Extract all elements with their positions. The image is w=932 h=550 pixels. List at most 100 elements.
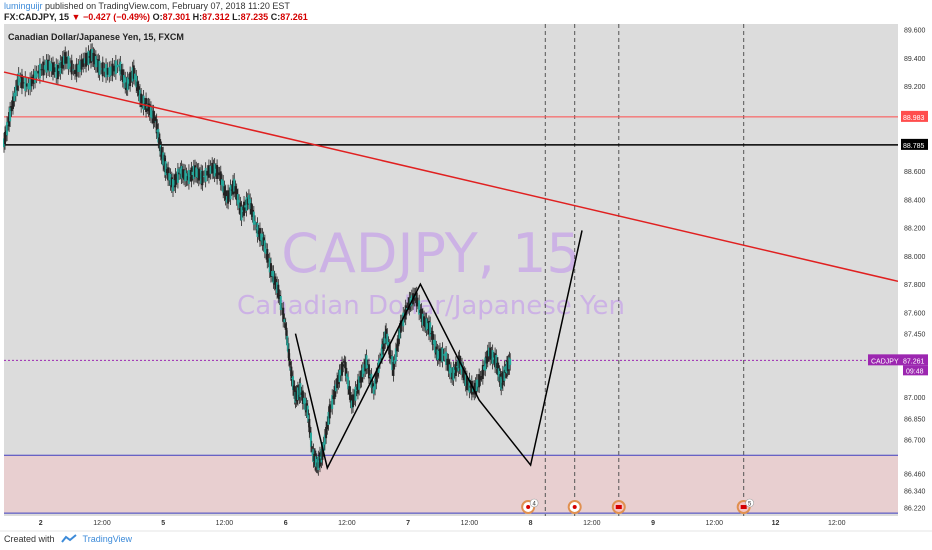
y-tick-label: 88.200 [904,226,926,233]
candle-body [333,385,336,400]
candle-body [329,406,332,408]
candle-body [96,60,99,68]
level-tag-background [901,110,928,122]
candle-body [447,359,450,372]
candle-body [396,344,399,352]
candle-body [225,196,228,203]
candle-body [222,180,225,193]
candle-body [211,162,214,174]
candle-body [454,361,457,377]
candle-body [437,350,440,359]
candle-body [430,333,433,335]
candle-body [359,376,362,383]
candle-body [34,70,37,83]
candle-body [88,56,91,58]
candle-body [185,173,188,181]
candle-body [372,386,375,395]
event-count-badge [745,498,754,508]
candle-body [485,356,488,364]
candle-body [51,62,54,75]
candle-body [47,59,50,71]
candle-body [72,69,75,71]
candle-body [292,376,295,391]
candle-body [224,190,227,200]
candle-body [83,58,86,64]
candle-body [476,379,479,387]
candle-body [431,330,434,345]
candle-body [341,362,344,376]
level-tag-value: 88.785 [903,143,925,150]
candle-body [10,106,13,112]
candle-body [142,95,145,110]
candle-body [279,296,282,310]
candle-body [394,348,397,362]
candle-body [114,60,117,75]
candle-body [172,179,175,192]
candle-body [490,352,493,359]
candle-body [374,378,377,390]
candle-body [427,320,430,335]
candle-body [461,363,464,375]
candle-body [3,138,5,148]
candle-body [13,92,16,101]
candle-body [332,395,335,399]
tradingview-brand[interactable]: TradingView [82,534,133,544]
candle-body [55,63,58,78]
candle-body [206,170,209,176]
candle-body [38,63,41,78]
author-link[interactable]: luminguijr [4,1,43,11]
candle-body [300,392,303,395]
candle-body [155,119,158,134]
candle-body [93,54,96,65]
y-tick-label: 86.460 [904,472,926,479]
candle-body [239,202,242,215]
candle-body [89,49,92,63]
candle-body [256,222,259,237]
candle-body [220,179,223,186]
y-tick-label: 89.200 [904,84,926,91]
candle-body [274,278,277,290]
candle-body [29,78,32,90]
candle-body [195,167,198,178]
candle-body [350,400,353,409]
candle-body [407,302,410,308]
candle-body [255,227,258,229]
candle-body [184,170,187,182]
event-dot-icon [526,505,531,509]
candle-body [192,165,195,179]
low-label: L: [232,12,241,22]
y-tick-label: 87.800 [904,282,926,289]
candle-body [152,110,155,124]
candle-body [389,355,392,359]
candle-body [361,367,364,378]
candle-body [43,65,46,70]
x-tick-label: 9 [651,520,655,527]
candle-body [393,359,396,364]
candle-body [434,340,437,353]
candle-body [120,69,123,75]
candle-body [69,63,72,67]
candle-body [132,65,135,79]
candle-body [147,103,150,112]
candle-body [397,335,400,347]
y-tick-label: 86.220 [904,506,926,513]
candle-body [385,328,388,339]
x-tick-label: 12:00 [93,520,111,527]
candle-body [467,383,470,386]
candle-body [252,211,255,225]
x-tick-label: 7 [406,520,410,527]
y-tick-label: 89.400 [904,56,926,63]
x-tick-label: 12:00 [706,520,724,527]
candle-body [82,58,85,67]
candle-body [339,369,342,376]
candle-body [187,169,190,184]
candle-body [24,76,27,91]
candle-body [305,403,308,413]
candle-body [229,185,232,200]
candle-body [360,370,363,382]
candle-body [440,352,443,358]
candle-body [420,308,423,323]
candle-body [164,161,167,176]
candle-body [157,128,160,143]
